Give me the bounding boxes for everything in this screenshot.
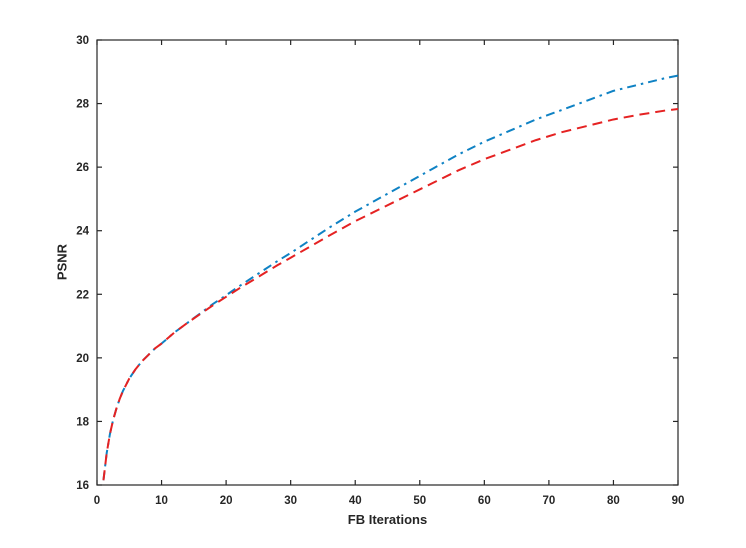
x-tick-label: 50 xyxy=(413,495,426,507)
x-tick-label: 20 xyxy=(220,495,233,507)
y-tick-label: 16 xyxy=(76,480,89,492)
x-tick-label: 10 xyxy=(155,495,168,507)
y-tick-label: 26 xyxy=(76,162,89,174)
y-tick-label: 22 xyxy=(76,289,89,301)
x-axis-label: FB Iterations xyxy=(347,512,428,527)
y-tick-label: 20 xyxy=(76,353,89,365)
blue-dash-dot-curve xyxy=(102,74,679,481)
x-tick-label: 90 xyxy=(672,495,685,507)
y-tick-label: 30 xyxy=(76,35,89,47)
y-tick-label: 28 xyxy=(76,99,89,111)
x-tick-label: 0 xyxy=(94,495,100,507)
x-tick-label: 40 xyxy=(349,495,362,507)
red-dashed-curve xyxy=(102,107,679,481)
y-tick-label: 24 xyxy=(76,226,89,238)
y-tick-label: 18 xyxy=(76,416,89,428)
plot-box xyxy=(96,39,679,486)
x-tick-label: 80 xyxy=(607,495,620,507)
x-tick-label: 30 xyxy=(284,495,297,507)
x-tick-label: 60 xyxy=(478,495,491,507)
y-axis-label: PSNR xyxy=(54,243,70,281)
x-tick-label: 70 xyxy=(542,495,555,507)
